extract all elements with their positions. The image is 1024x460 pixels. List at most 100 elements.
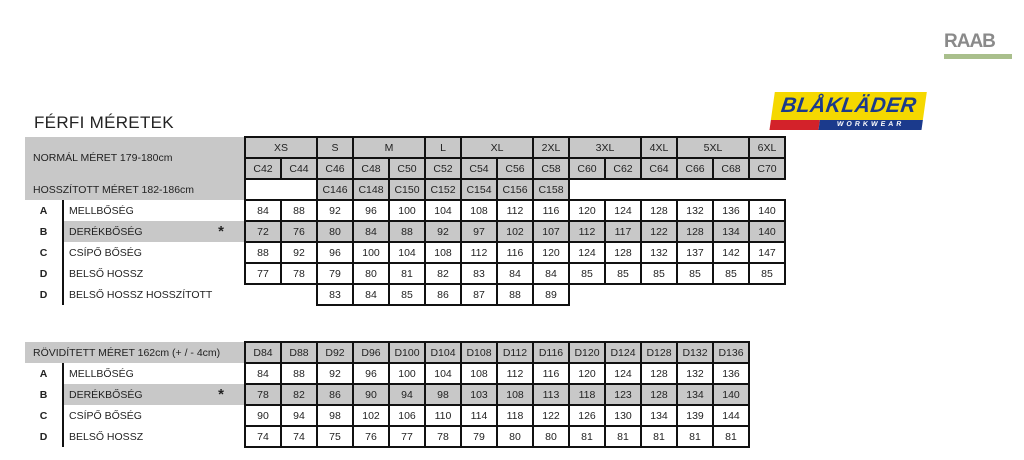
short-size-table: RÖVIDÍTETT MÉRET 162cm (+ / - 4cm) D84 D88… <box>25 341 750 448</box>
value-cell: 126 <box>568 404 606 427</box>
value-cell: 88 <box>280 199 318 222</box>
value-cell: 79 <box>460 425 498 448</box>
value-cell: 77 <box>244 262 282 285</box>
value-cell: 75 <box>316 425 354 448</box>
value-cell: 85 <box>640 262 678 285</box>
table-row: D BELSŐ HOSSZ 77 78 79 80 81 82 83 84 84 85 85 85 85 85… <box>25 262 786 285</box>
empty-cell <box>749 284 785 305</box>
value-cell: 92 <box>424 220 462 243</box>
row-label-text: BELSŐ HOSSZ <box>69 430 144 443</box>
value-cell: 108 <box>460 199 498 222</box>
size-group: 5XL <box>676 136 750 159</box>
value-cell: 98 <box>316 404 354 427</box>
size-code: C46 <box>316 157 354 180</box>
size-code: C50 <box>388 157 426 180</box>
page-title: FÉRFI MÉRETEK <box>34 113 174 132</box>
value-cell: 84 <box>532 262 570 285</box>
empty-cell <box>605 284 641 305</box>
size-code: D128 <box>640 341 678 364</box>
value-cell: 74 <box>280 425 318 448</box>
size-group: 4XL <box>640 136 678 159</box>
table-row: A MELLBŐSÉG 84 88 92 96 100 104 108 112 116 120 124 1… <box>25 362 750 385</box>
table-row: HOSSZÍTOTT MÉRET 182-186cm C146 C148 C150 C1… <box>25 178 785 201</box>
value-cell: 113 <box>532 383 570 406</box>
row-label-text: MELLBŐSÉG <box>69 367 134 380</box>
value-cell: 89 <box>532 283 570 306</box>
value-cell: 118 <box>568 383 606 406</box>
value-cell: 103 <box>460 383 498 406</box>
table-row: RÖVIDÍTETT MÉRET 162cm (+ / - 4cm) D84 D88… <box>25 341 750 364</box>
row-letter: A <box>39 204 48 217</box>
value-cell: 86 <box>424 283 462 306</box>
table-row: A MELLBŐSÉG 84 88 92 96 100 104 108 112 116 120 124 1… <box>25 199 786 222</box>
value-cell: 81 <box>388 262 426 285</box>
size-code: D116 <box>532 341 570 364</box>
row-label: MELLBŐSÉG <box>62 200 245 221</box>
size-code: C58 <box>532 157 570 180</box>
value-cell: 87 <box>460 283 498 306</box>
table-row: NORMÁL MÉRET 179-180cm XS S M L XL 2XL 3XL 4XL 5X… <box>25 136 786 179</box>
size-code: D108 <box>460 341 498 364</box>
value-cell: 77 <box>388 425 426 448</box>
value-cell: 81 <box>712 425 750 448</box>
table-row: D BELSŐ HOSSZ 74 74 75 76 77 78 79 80 80 81 81 81 81 81 <box>25 425 750 448</box>
row-label-text: MELLBŐSÉG <box>69 204 134 217</box>
table-row: D BELSŐ HOSSZ HOSSZÍTOTT 83 84 85 86 87 88 89 <box>25 283 785 306</box>
value-cell: 123 <box>604 383 642 406</box>
empty-cell <box>641 179 677 200</box>
size-code: D92 <box>316 341 354 364</box>
value-cell: 80 <box>532 425 570 448</box>
value-cell: 79 <box>316 262 354 285</box>
row-label: DERÉKBŐSÉG * <box>62 221 245 242</box>
value-cell: 74 <box>244 425 282 448</box>
row-letter: D <box>39 288 48 301</box>
value-cell: 128 <box>676 220 714 243</box>
row-label-text: BELSŐ HOSSZ HOSSZÍTOTT <box>69 288 213 301</box>
value-cell: 94 <box>280 404 318 427</box>
value-cell: 88 <box>280 362 318 385</box>
size-group: XS <box>244 136 318 159</box>
size-code: C48 <box>352 157 390 180</box>
value-cell: 134 <box>712 220 750 243</box>
table-row: C CSÍPŐ BŐSÉG 88 92 96 100 104 108 112 116 120 124 1… <box>25 241 786 264</box>
value-cell: 108 <box>424 241 462 264</box>
value-cell: 120 <box>568 362 606 385</box>
value-cell: 130 <box>604 404 642 427</box>
empty-cell <box>244 178 318 201</box>
value-cell: 88 <box>496 283 534 306</box>
value-cell: 104 <box>424 362 462 385</box>
value-cell: 140 <box>748 199 786 222</box>
value-cell: 132 <box>640 241 678 264</box>
empty-cell <box>569 284 605 305</box>
value-cell: 96 <box>352 199 390 222</box>
value-cell: 100 <box>388 199 426 222</box>
value-cell: 92 <box>316 199 354 222</box>
normal-size-label: NORMÁL MÉRET 179-180cm <box>25 137 245 179</box>
value-cell: 104 <box>424 199 462 222</box>
value-cell: 134 <box>640 404 678 427</box>
empty-cell <box>245 284 281 305</box>
value-cell: 134 <box>676 383 714 406</box>
empty-cell <box>569 179 605 200</box>
value-cell: 110 <box>424 404 462 427</box>
value-cell: 102 <box>352 404 390 427</box>
size-group: 2XL <box>532 136 570 159</box>
value-cell: 120 <box>532 241 570 264</box>
value-cell: 124 <box>604 199 642 222</box>
value-cell: 83 <box>316 283 354 306</box>
empty-cell <box>713 179 749 200</box>
long-size-code: C158 <box>532 178 570 201</box>
value-cell: 136 <box>712 362 750 385</box>
value-cell: 100 <box>388 362 426 385</box>
value-cell: 94 <box>388 383 426 406</box>
size-group: M <box>352 136 426 159</box>
value-cell: 81 <box>676 425 714 448</box>
size-code: C64 <box>640 157 678 180</box>
value-cell: 104 <box>388 241 426 264</box>
row-letter: B <box>39 225 48 238</box>
value-cell: 81 <box>568 425 606 448</box>
long-size-code: C146 <box>316 178 354 201</box>
size-code: D136 <box>712 341 750 364</box>
value-cell: 112 <box>496 362 534 385</box>
value-cell: 96 <box>352 362 390 385</box>
